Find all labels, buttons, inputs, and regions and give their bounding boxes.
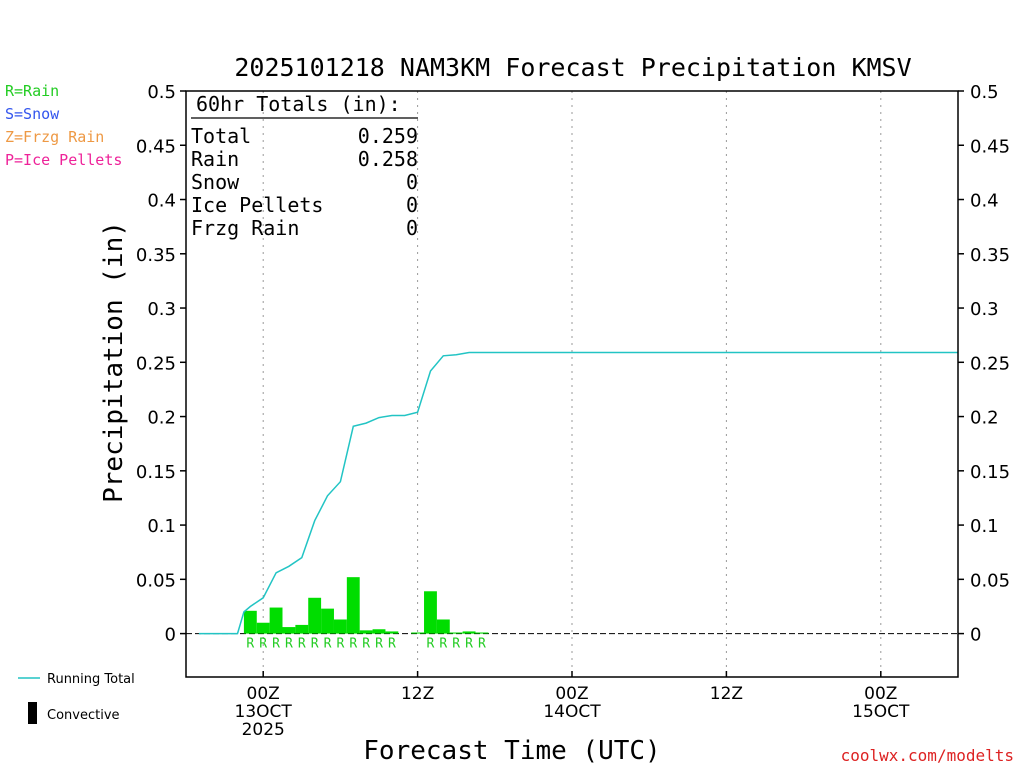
y-tick-label-left: 0.4: [147, 191, 176, 212]
y-tick-label-right: 0.1: [970, 516, 999, 537]
precip-type-legend-item: Z=Frzg Rain: [5, 128, 104, 146]
running-total-layer: [198, 351, 958, 635]
y-tick-label-left: 0.25: [136, 353, 176, 374]
precip-type-label: R: [427, 637, 435, 652]
y-axis-label: Precipitation (in): [99, 221, 129, 503]
precip-type-label: R: [336, 637, 344, 652]
y-axis-right: 0.5 0.45 0.4 0.35 0.3 0.25 0.2 0.15 0.1 0.05 0: [958, 82, 1010, 646]
precip-bar: [372, 629, 386, 634]
series-legend-label: Convective: [47, 708, 120, 723]
precip-bar: [295, 624, 309, 634]
y-tick-label-left: 0.2: [147, 408, 176, 429]
y-tick-label-left: 0.5: [147, 82, 176, 103]
precip-type-label: R: [362, 637, 370, 652]
precip-bars: [243, 577, 489, 634]
y-tick-label-left: 0.3: [147, 299, 176, 320]
totals-box: 60hr Totals (in): Total 0.259 Rain 0.258 Snow…: [191, 92, 418, 240]
credit-text: coolwx.com/modelts: [841, 746, 1014, 765]
x-tick-label: 2025: [242, 720, 285, 740]
y-tick-label-left: 0.1: [147, 516, 176, 537]
y-axis-left: 0.5 0.45 0.4 0.35 0.3 0.25 0.2 0.15 0.1 0.05 0: [136, 82, 186, 646]
totals-row-label: Rain: [191, 147, 239, 171]
y-tick-label-right: 0.35: [970, 245, 1010, 266]
running-total-line: [198, 351, 958, 635]
precip-bar: [269, 607, 283, 634]
totals-row-value: 0.259: [358, 124, 418, 148]
y-tick-label-right: 0.25: [970, 353, 1010, 374]
precip-type-legend-item: P=Ice Pellets: [5, 151, 122, 169]
precip-type-label: R: [452, 637, 460, 652]
totals-row-label: Snow: [191, 170, 240, 194]
precip-type-label: R: [246, 637, 254, 652]
precip-bar: [346, 577, 360, 634]
precip-type-label: R: [349, 637, 357, 652]
precip-type-legend: R=Rain S=Snow Z=Frzg Rain P=Ice Pellets: [5, 82, 122, 169]
x-tick-label: 14OCT: [543, 702, 601, 722]
precip-type-label: R: [375, 637, 383, 652]
series-legend: Running Total Convective: [18, 672, 135, 724]
precip-bar: [411, 632, 425, 634]
precip-bar: [424, 591, 437, 634]
precip-bar: [243, 610, 257, 634]
precip-bar: [308, 597, 322, 634]
precip-type-label: R: [478, 637, 486, 652]
precip-bar: [333, 619, 347, 634]
series-legend-label: Running Total: [47, 672, 135, 687]
chart-title: 2025101218 NAM3KM Forecast Precipitation…: [234, 53, 911, 82]
x-tick-label: 00Z: [864, 684, 897, 704]
x-tick-label: 13OCT: [235, 702, 293, 722]
precip-type-label: R: [259, 637, 267, 652]
precip-type-label: R: [272, 637, 280, 652]
x-tick-label: 12Z: [401, 684, 434, 704]
x-tick-label: 00Z: [247, 684, 280, 704]
convective-legend-swatch: [28, 702, 37, 724]
y-tick-label-left: 0.35: [136, 245, 176, 266]
precip-bar: [385, 631, 399, 634]
precip-bar: [449, 632, 463, 634]
x-tick-label: 00Z: [555, 684, 588, 704]
precip-bar: [462, 631, 476, 634]
x-tick-label: 12Z: [710, 684, 743, 704]
precip-type-label: R: [465, 637, 473, 652]
precip-bar: [282, 627, 296, 634]
precip-bar: [321, 608, 334, 634]
precip-type-label: R: [324, 637, 332, 652]
y-tick-label-right: 0.2: [970, 408, 999, 429]
x-axis-label: Forecast Time (UTC): [363, 736, 660, 766]
y-tick-label-right: 0.15: [970, 462, 1010, 483]
y-tick-label-right: 0.3: [970, 299, 999, 320]
precip-bar: [256, 622, 270, 634]
totals-header: 60hr Totals (in):: [196, 92, 401, 116]
y-tick-label-right: 0.4: [970, 191, 999, 212]
precip-bar: [475, 632, 489, 634]
precip-bar: [436, 619, 450, 634]
y-tick-label-right: 0.45: [970, 136, 1010, 157]
totals-row-label: Frzg Rain: [191, 216, 299, 240]
y-tick-label-right: 0: [970, 625, 981, 646]
y-tick-label-left: 0: [165, 625, 176, 646]
precip-type-label: R: [298, 637, 306, 652]
totals-row-label: Total: [191, 124, 251, 148]
y-tick-label-left: 0.05: [136, 570, 176, 591]
totals-row-value: 0: [406, 170, 418, 194]
totals-row-value: 0: [406, 216, 418, 240]
precip-type-label: R: [439, 637, 447, 652]
precip-type-legend-item: R=Rain: [5, 82, 59, 100]
y-tick-label-right: 0.05: [970, 570, 1010, 591]
y-tick-label-right: 0.5: [970, 82, 999, 103]
totals-row-value: 0.258: [358, 147, 418, 171]
precip-type-label: R: [285, 637, 293, 652]
y-tick-label-left: 0.15: [136, 462, 176, 483]
precip-type-label: R: [311, 637, 319, 652]
totals-row-value: 0: [406, 193, 418, 217]
x-tick-label: 15OCT: [852, 702, 910, 722]
y-tick-label-left: 0.45: [136, 136, 176, 157]
precip-type-label: R: [388, 637, 396, 652]
totals-row-label: Ice Pellets: [191, 193, 323, 217]
precip-type-legend-item: S=Snow: [5, 105, 60, 123]
precip-bar: [359, 630, 373, 634]
